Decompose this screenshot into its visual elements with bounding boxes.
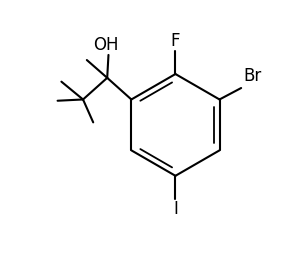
- Text: I: I: [173, 200, 178, 218]
- Text: OH: OH: [93, 36, 119, 54]
- Text: Br: Br: [243, 68, 261, 86]
- Text: F: F: [171, 32, 180, 50]
